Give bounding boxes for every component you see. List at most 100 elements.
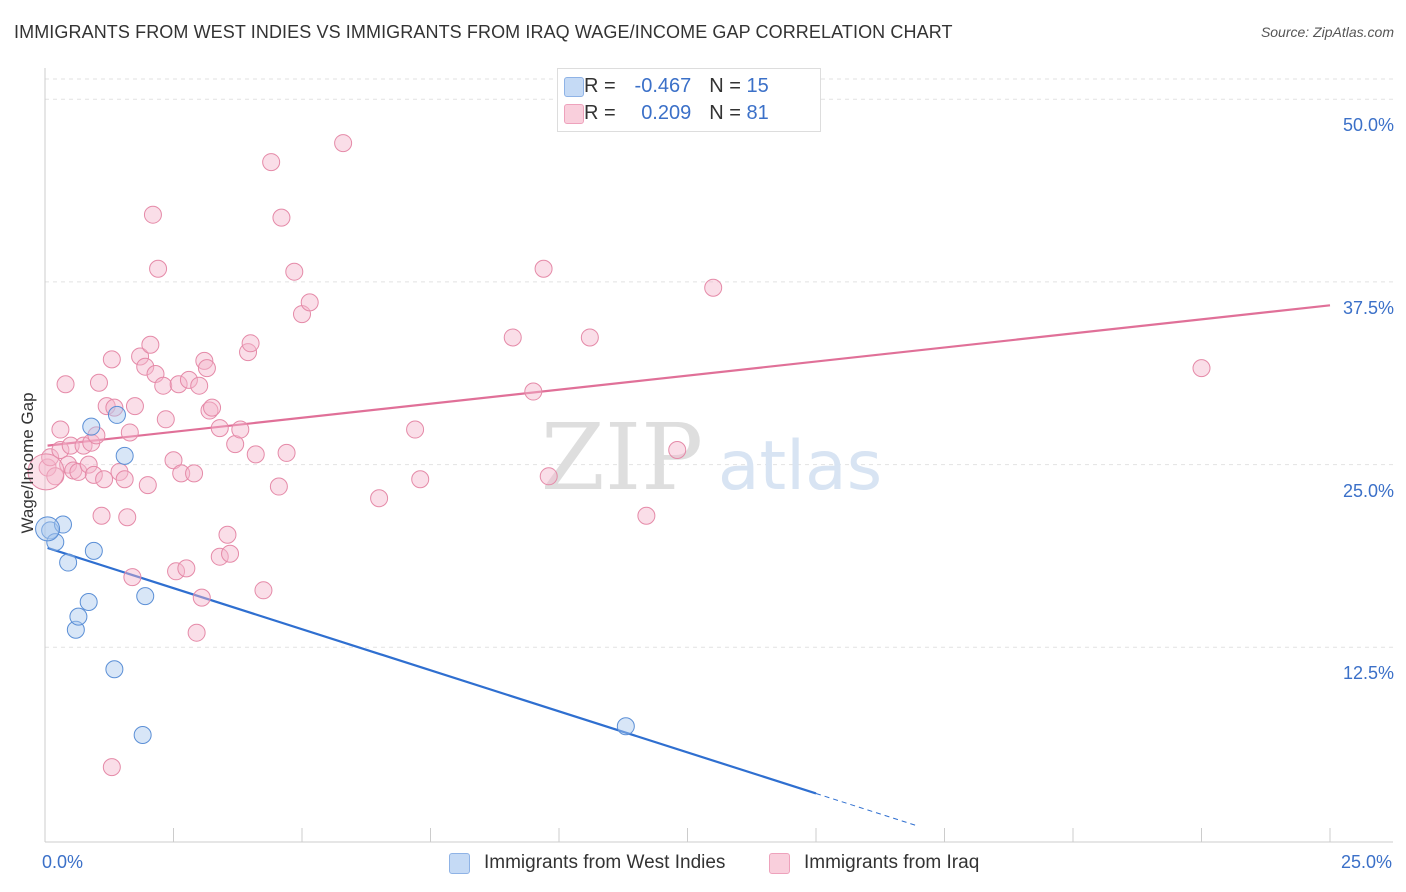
point-west-indies <box>82 417 101 436</box>
point-iraq <box>156 410 175 429</box>
axes <box>44 68 1393 843</box>
legend-r-label: R = <box>584 74 616 97</box>
point-iraq <box>118 508 137 527</box>
point-iraq <box>246 445 265 464</box>
legend-swatch-west-indies <box>449 852 470 874</box>
legend-r-west-indies: -0.467 <box>634 74 692 97</box>
point-west-indies <box>136 587 155 606</box>
gridlines <box>45 78 1393 648</box>
point-iraq <box>56 375 75 394</box>
point-iraq <box>61 436 80 455</box>
point-iraq <box>226 435 245 454</box>
point-iraq <box>277 443 296 462</box>
watermark-atlas: atlas <box>718 427 882 506</box>
point-iraq <box>131 347 150 366</box>
legend-n-label: N = <box>709 101 741 124</box>
x-tick-max: 25.0% <box>1340 852 1392 872</box>
point-iraq <box>269 477 288 496</box>
point-west-indies <box>107 405 126 424</box>
point-iraq <box>41 448 60 467</box>
y-tick-label: 12.5% <box>1342 663 1394 684</box>
legend-label-iraq: Immigrants from Iraq <box>804 852 980 873</box>
point-iraq <box>534 259 553 278</box>
y-tick-label: 25.0% <box>1342 480 1394 501</box>
point-iraq <box>370 489 389 508</box>
correlation-legend: R = -0.467 N = 15 R = 0.209 N = 81 <box>557 68 821 132</box>
point-iraq <box>149 259 168 278</box>
point-west-indies <box>53 515 72 534</box>
point-iraq <box>210 547 229 566</box>
point-iraq <box>123 568 142 587</box>
legend-r-iraq: 0.209 <box>641 101 692 124</box>
legend-row-iraq: R = 0.209 N = 81 <box>564 100 769 126</box>
legend-item-west-indies: Immigrants from West Indies <box>449 852 725 874</box>
point-iraq <box>154 376 173 395</box>
point-iraq <box>241 334 260 353</box>
point-iraq <box>69 462 88 481</box>
point-west-indies <box>66 620 85 639</box>
point-iraq <box>185 464 204 483</box>
point-iraq <box>167 562 186 581</box>
point-iraq <box>125 397 144 416</box>
point-iraq <box>102 758 121 777</box>
point-west-indies-cluster <box>35 516 61 542</box>
point-iraq <box>138 476 157 495</box>
legend-swatch-west-indies <box>564 77 584 97</box>
legend-item-iraq: Immigrants from Iraq <box>769 852 979 874</box>
point-iraq <box>203 398 222 417</box>
point-iraq <box>580 328 599 347</box>
point-iraq <box>334 134 353 153</box>
point-iraq <box>92 506 111 525</box>
point-iraq <box>197 359 216 378</box>
point-west-indies <box>79 593 98 611</box>
point-iraq <box>210 419 229 438</box>
point-iraq <box>406 420 425 439</box>
point-iraq <box>200 401 219 420</box>
point-iraq <box>79 455 98 474</box>
point-iraq <box>195 351 214 370</box>
point-iraq <box>300 293 319 312</box>
legend-swatch-iraq <box>564 104 584 124</box>
point-iraq <box>115 470 134 489</box>
point-iraq <box>411 470 430 489</box>
point-iraq <box>87 426 106 445</box>
point-iraq <box>136 357 155 376</box>
point-iraq <box>187 623 206 642</box>
x-tick-min: 0.0% <box>42 852 84 872</box>
trend-line-iraq <box>47 304 1331 447</box>
chart-title: IMMIGRANTS FROM WEST INDIES VS IMMIGRANT… <box>14 22 953 42</box>
point-west-indies <box>616 717 635 736</box>
legend-n-iraq: 81 <box>746 101 769 124</box>
trend-line-west-indies-extension <box>815 792 919 827</box>
point-west-indies <box>46 533 65 552</box>
point-iraq <box>102 350 121 369</box>
legend-n-label: N = <box>709 74 741 97</box>
point-west-indies <box>133 726 152 744</box>
point-iraq <box>272 208 291 227</box>
y-axis-label: Wage/Income Gap <box>18 392 37 534</box>
point-iraq <box>169 375 188 394</box>
source-credit: Source: ZipAtlas.com <box>1260 24 1394 40</box>
legend-n-west-indies: 15 <box>746 74 769 97</box>
legend-r-label: R = <box>584 101 616 124</box>
legend-row-west-indies: R = -0.467 N = 15 <box>564 73 769 99</box>
point-iraq <box>172 464 191 483</box>
y-tick-label: 37.5% <box>1342 297 1394 318</box>
point-iraq <box>221 544 240 563</box>
point-iraq <box>1192 359 1211 378</box>
point-iraq <box>524 382 543 401</box>
point-iraq <box>704 278 723 297</box>
watermark: ZIP atlas <box>541 404 882 511</box>
data-points <box>27 134 1211 777</box>
trend-lines <box>47 304 1331 827</box>
point-iraq <box>89 373 108 392</box>
point-iraq <box>262 153 281 172</box>
legend-label-west-indies: Immigrants from West Indies <box>484 852 726 873</box>
point-iraq <box>285 262 304 281</box>
point-iraq <box>51 441 70 459</box>
point-iraq <box>51 420 70 439</box>
point-iraq-cluster <box>27 453 65 491</box>
point-iraq <box>84 465 103 484</box>
point-west-indies <box>59 553 78 572</box>
point-iraq <box>218 525 237 544</box>
